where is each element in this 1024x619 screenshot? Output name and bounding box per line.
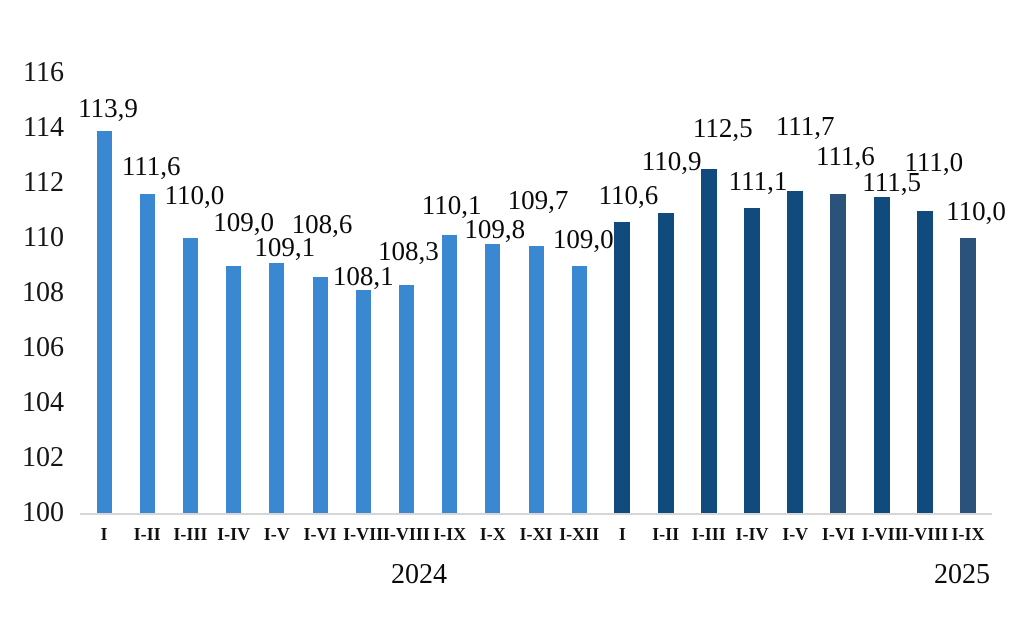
x-tick-label: I-II [652, 524, 680, 544]
bar-value-label: 109,8 [464, 213, 526, 244]
bar [873, 196, 890, 513]
x-tick-label: I-VIII [382, 524, 430, 544]
bar-value-label: 110,1 [421, 190, 482, 221]
bar-value-label: 111,0 [904, 146, 964, 177]
bar [226, 265, 242, 513]
y-tick-label: 102 [22, 442, 64, 473]
x-tick-label: I [100, 524, 108, 544]
bar-value-label: 110,6 [598, 179, 659, 210]
x-tick-label: I-IX [951, 524, 985, 544]
x-tick-label: I-VI [821, 524, 855, 544]
x-tick-label: I-VIII [901, 524, 949, 544]
year-group-label: 2024 [391, 559, 447, 590]
bar [571, 265, 587, 513]
bar [269, 262, 285, 513]
x-tick-label: I-VII [861, 524, 902, 544]
bar [312, 276, 328, 513]
y-tick-label: 108 [22, 277, 64, 308]
bar-value-label: 108,6 [291, 208, 353, 239]
bar [744, 207, 760, 513]
bar [830, 194, 847, 513]
bar-value-label: 110,0 [946, 196, 1006, 226]
bar [485, 243, 501, 513]
bar [182, 238, 198, 513]
x-tick-label: I-V [263, 524, 290, 544]
x-tick-label: I-XI [519, 524, 553, 544]
bar-value-label: 109,7 [507, 185, 569, 216]
x-axis-line [80, 513, 992, 515]
x-tick-label: I-VI [303, 524, 337, 544]
bar-value-label: 110,9 [641, 146, 702, 177]
bar [355, 290, 371, 513]
bar [916, 210, 933, 513]
bar-value-label: 111,7 [775, 111, 835, 142]
bar-value-label: 111,6 [121, 151, 181, 181]
x-tick-label: I-VII [343, 524, 384, 544]
bar-value-label: 111,6 [816, 141, 875, 171]
bar [700, 169, 717, 513]
x-tick-label: I-III [173, 524, 208, 544]
bar [960, 238, 976, 513]
bar [96, 130, 112, 513]
y-tick-label: 104 [22, 387, 64, 418]
bar-value-label: 111,5 [862, 166, 921, 197]
bar-value-label: 108,1 [332, 261, 394, 292]
y-tick-label: 114 [23, 112, 64, 143]
x-tick-label: I-V [782, 524, 809, 544]
x-tick-label: I-II [133, 524, 161, 544]
x-tick-label: I-X [479, 524, 506, 544]
bar-value-label: 113,9 [78, 92, 138, 123]
bar-value-label: 111,1 [728, 165, 788, 196]
y-tick-label: 116 [23, 57, 64, 88]
x-tick-label: I-IX [433, 524, 467, 544]
bar-value-label: 109,0 [213, 206, 274, 237]
bar [398, 284, 414, 513]
x-tick-label: I-XII [559, 524, 600, 544]
y-tick-label: 100 [22, 497, 64, 528]
x-tick-label: I-IV [217, 524, 251, 544]
x-tick-label: I-IV [735, 524, 769, 544]
bar [614, 221, 631, 513]
bar-value-label: 109,0 [552, 223, 614, 254]
year-group-label: 2025 [934, 559, 990, 590]
x-tick-label: I-III [691, 524, 726, 544]
y-tick-label: 106 [22, 332, 64, 363]
bar [139, 194, 155, 513]
x-tick-label: I [618, 524, 626, 544]
bar-value-label: 108,3 [378, 235, 439, 266]
bar [787, 191, 804, 513]
bar [528, 246, 544, 513]
bar-value-label: 112,5 [692, 113, 753, 144]
bar [657, 213, 674, 513]
y-tick-label: 112 [23, 167, 64, 198]
bar-value-label: 110,0 [164, 180, 225, 210]
y-tick-label: 110 [23, 222, 64, 253]
bar-value-label: 109,1 [254, 231, 316, 262]
bar [442, 235, 458, 513]
